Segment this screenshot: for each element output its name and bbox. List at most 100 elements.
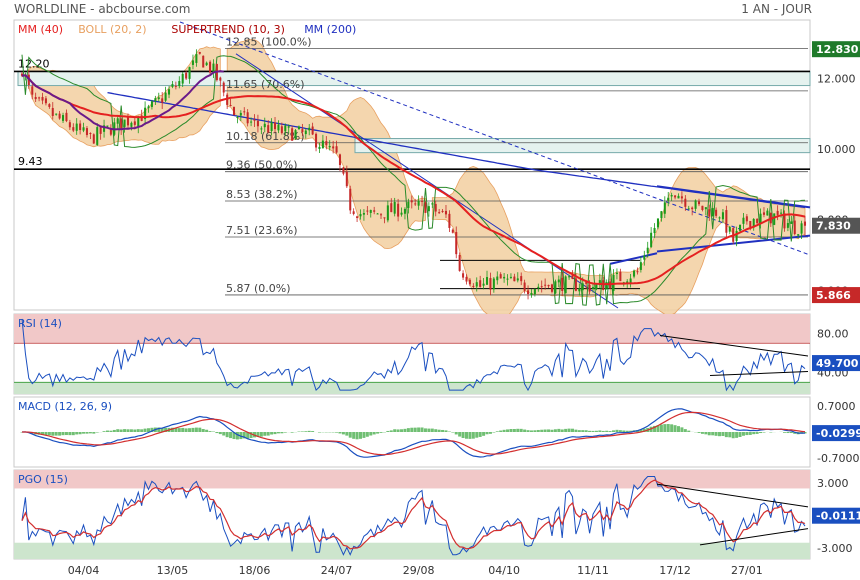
macd-histogram-bar [700,432,704,434]
macd-histogram-bar [229,432,233,439]
macd-line [21,408,806,458]
candle-body [451,229,454,233]
macd-histogram-bar [659,424,663,432]
candle-body [130,122,133,127]
candle-body [79,123,82,131]
pgo-tick-1: -3.000 [817,542,852,555]
macd-histogram-bar [680,427,684,432]
candle-body [44,98,47,104]
candle-body [256,120,259,127]
candle-body [85,128,88,136]
macd-histogram-bar [259,432,263,437]
candle-body [684,198,687,207]
candle-body [636,271,639,273]
candle-body [410,200,413,203]
legend-item-1: BOLL (20, 2) [78,23,146,36]
macd-histogram-bar [782,432,786,433]
macd-histogram-bar [786,432,790,434]
macd-histogram-bar [239,432,243,440]
macd-histogram-bar [752,432,756,435]
candle-body [116,118,119,124]
macd-histogram-bar [246,432,250,439]
macd-histogram-bar [540,429,544,432]
candle-body [776,210,779,215]
candle-body [205,62,208,66]
candle-body [311,126,314,135]
trendline-down-steep [235,53,619,309]
macd-histogram-bar [577,430,581,432]
candle-body [38,97,41,99]
macd-histogram-bar [724,432,728,438]
macd-histogram-bar [61,432,65,436]
candle-body [198,52,201,54]
candle-body [530,293,533,296]
macd-histogram-bar [68,432,72,436]
candle-body [756,218,759,224]
macd-histogram-bar [379,432,383,433]
candle-body [766,210,769,216]
macd-histogram-bar [205,429,209,432]
candle-body [65,112,68,122]
candle-body [315,133,318,148]
macd-signal-line [22,411,806,456]
x-tick-label-0: 04/04 [68,564,100,577]
macd-histogram-bar [550,429,554,432]
macd-histogram-bar [365,432,369,437]
candle-body [417,200,420,206]
x-tick-label-1: 13/05 [157,564,189,577]
macd-histogram-bar [745,432,749,436]
candle-body [619,271,622,282]
candle-body [191,60,194,65]
macd-histogram-bar [488,432,492,434]
macd-histogram-bar [789,432,793,434]
candle-body [670,195,673,197]
rsi-tick-0: 80.00 [817,328,849,341]
macd-histogram-bar [92,432,96,434]
macd-histogram-bar [311,431,315,432]
macd-histogram-bar [109,430,113,432]
pgo-overbought-zone [14,470,810,489]
macd-histogram-bar [639,429,643,432]
candle-body [550,284,553,292]
candle-body [390,203,393,213]
candle-body [585,282,588,284]
candle-body [140,115,143,121]
macd-histogram-bar [201,428,205,432]
candle-body [711,208,714,217]
macd-histogram-bar [499,430,503,432]
candle-body [168,89,171,95]
macd-histogram-bar [105,430,109,432]
candle-body [674,195,677,198]
candle-body [527,290,530,295]
macd-histogram-bar [471,432,475,439]
candle-body [656,218,659,228]
macd-histogram-bar [683,429,687,432]
candle-body [270,122,273,131]
pgo-signal-line [21,479,806,550]
x-tick-label-4: 29/08 [403,564,435,577]
candle-body [345,171,348,187]
macd-histogram-bar [519,428,523,432]
candle-body [236,116,239,118]
macd-histogram-bar [495,431,499,432]
macd-histogram-bar [759,432,763,434]
candle-body [431,203,434,205]
legend-item-3: MM (200) [304,23,356,36]
macd-histogram-bar [536,429,540,432]
candle-body [171,84,174,87]
macd-histogram-bar [707,432,711,436]
macd-histogram-bar [437,429,441,432]
candle-body [373,210,376,212]
candle-body [280,126,283,134]
rsi-trend-top [659,334,809,357]
candle-body [174,85,177,87]
candle-body [462,273,465,278]
macd-histogram-bar [413,427,417,432]
candle-body [366,210,369,212]
macd-histogram-bar [502,429,506,432]
candle-body [356,216,359,218]
candle-body [458,254,461,271]
macd-histogram-bar [475,432,479,438]
candle-body [691,207,694,210]
